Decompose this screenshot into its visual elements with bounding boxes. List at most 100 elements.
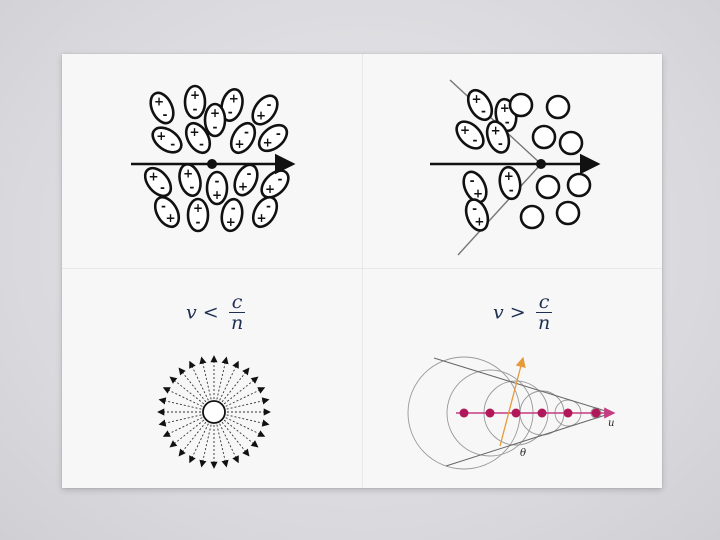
particle-position-4: [564, 409, 573, 418]
molecule-slow-4-shell: [148, 123, 186, 158]
molecule-slow-14-charge-b: +: [165, 211, 175, 225]
molecule-slow-4: +-: [145, 120, 188, 162]
molecule-slow-12-charge-b: +: [238, 179, 248, 193]
formula-slow-fraction: c n: [229, 292, 246, 333]
emission-ray-20: [202, 357, 212, 399]
molecule-slow-9: +-: [136, 161, 178, 204]
formula-fast-lhs: v >: [493, 302, 532, 324]
formula-slow-var: v: [186, 302, 197, 324]
molecule-slow-16-charge-a: -: [231, 201, 236, 215]
molecule-slow-1-charge-b: -: [193, 102, 198, 116]
molecule-slow-5-charge-b: -: [199, 137, 204, 151]
cone-edge-lower: [446, 413, 612, 466]
molecule-slow-11: -+: [207, 172, 227, 204]
molecule-fast-polarized-2-charge-b: -: [472, 133, 477, 147]
molecule-fast-unpolarized-5: [568, 174, 590, 196]
molecule-fast-unpolarized-3: [560, 132, 582, 154]
molecule-slow-4-charge-a: +: [156, 129, 166, 143]
molecule-slow-0: +-: [144, 89, 179, 128]
emission-ray-27: [227, 400, 269, 410]
formula-slow-denominator: n: [229, 313, 246, 333]
emission-direction-arrow: [500, 358, 523, 446]
molecule-slow-11-charge-a: -: [215, 174, 220, 188]
molecule-slow-17-charge-b: +: [256, 211, 266, 225]
emitting-particle: [203, 401, 225, 423]
molecule-fast-unpolarized-7: [557, 202, 579, 224]
molecule-fast-polarized-2-charge-a: +: [460, 123, 470, 137]
molecule-slow-6-charge-b: -: [213, 120, 218, 134]
molecule-slow-3-charge-b: +: [256, 109, 266, 123]
molecule-fast-polarized-1-charge-b: -: [505, 115, 510, 129]
molecule-fast-polarized-1-charge-a: +: [500, 101, 510, 115]
molecule-fast-polarized-5: +-: [497, 166, 522, 201]
formula-fast-denominator: n: [536, 313, 553, 333]
formula-slow-numerator: c: [229, 292, 246, 313]
emission-ray-1: [227, 415, 269, 425]
fold-line-horizontal: [62, 268, 662, 269]
radial-emission-diagram: [149, 348, 279, 478]
formula-slow: v < c n: [186, 292, 245, 333]
formula-slow-operator: <: [203, 302, 219, 324]
molecule-slow-10-charge-a: +: [183, 166, 193, 180]
molecule-slow-12: -+: [228, 160, 263, 199]
particle-position-1: [486, 409, 495, 418]
molecule-fast-polarized-4-charge-b: +: [473, 186, 483, 200]
angle-label: θ: [520, 448, 526, 459]
emission-ray-5: [220, 424, 239, 463]
molecule-slow-8-charge-a: -: [276, 127, 281, 141]
molecule-slow-13-charge-a: -: [277, 172, 282, 186]
molecule-slow-1-charge-a: +: [190, 88, 200, 102]
molecule-slow-3-charge-a: -: [267, 97, 272, 111]
molecule-slow-17-charge-a: -: [266, 199, 271, 213]
molecule-fast-unpolarized-2: [533, 126, 555, 148]
molecule-slow-1: +-: [185, 86, 205, 118]
emission-ray-26: [226, 388, 265, 407]
emission-ray-13: [159, 415, 201, 425]
formula-fast-fraction: c n: [536, 292, 553, 333]
molecule-fast-polarized-3-charge-b: -: [498, 137, 503, 151]
emission-ray-12: [164, 418, 203, 437]
charged-particle: [207, 159, 217, 169]
particle-position-2: [512, 409, 521, 418]
emission-ray-19: [190, 362, 209, 401]
molecule-slow-10-charge-b: -: [189, 180, 194, 194]
molecule-slow-2-charge-b: -: [228, 105, 233, 119]
molecule-slow-16: -+: [219, 198, 244, 233]
molecule-slow-0-charge-b: -: [162, 107, 167, 121]
molecule-slow-7-charge-a: -: [244, 125, 249, 139]
molecule-slow-4-charge-b: -: [170, 137, 175, 151]
formula-fast-var: v: [493, 302, 504, 324]
polarized-medium-slow-diagram: +-+-+--++-+-+- -+-++-+- -+-+-+-++--+-+: [115, 80, 315, 250]
molecule-fast-unpolarized-1: [547, 96, 569, 118]
particle-position-0: [460, 409, 469, 418]
molecule-slow-6-charge-a: +: [210, 106, 220, 120]
molecule-fast-unpolarized-0: [510, 94, 532, 116]
molecule-slow-15: +-: [188, 199, 208, 231]
formula-fast-operator: >: [510, 302, 526, 324]
cone-edge-upper: [434, 358, 612, 413]
formula-fast: v > c n: [493, 292, 552, 333]
molecule-fast-polarized-0-charge-b: -: [481, 104, 486, 118]
molecule-fast-unpolarized-6: [521, 206, 543, 228]
molecule-fast-polarized-5-charge-b: -: [509, 183, 514, 197]
charged-particle: [536, 159, 546, 169]
molecule-fast-polarized-3-charge-a: +: [491, 123, 501, 137]
molecule-fast-polarized-6-charge-a: -: [472, 201, 477, 215]
polarized-medium-fast-diagram: +- +-+-+--++--+: [420, 75, 620, 265]
molecule-slow-13-charge-b: +: [265, 182, 275, 196]
molecule-slow-16-charge-b: +: [226, 215, 236, 229]
formula-fast-numerator: c: [536, 292, 553, 313]
molecule-fast-polarized-6: -+: [462, 196, 493, 233]
particle-position-3: [538, 409, 547, 418]
emission-ray-23: [220, 362, 239, 401]
fold-line-vertical: [362, 54, 363, 488]
velocity-label: u: [608, 418, 614, 429]
molecule-slow-9-charge-b: -: [160, 180, 165, 194]
molecule-slow-9-charge-a: +: [148, 170, 158, 184]
emission-ray-8: [202, 425, 212, 467]
molecule-slow-6: +-: [205, 104, 225, 136]
formula-slow-lhs: v <: [186, 302, 225, 324]
emission-ray-15: [159, 400, 201, 410]
molecule-slow-8-charge-b: +: [263, 135, 273, 149]
